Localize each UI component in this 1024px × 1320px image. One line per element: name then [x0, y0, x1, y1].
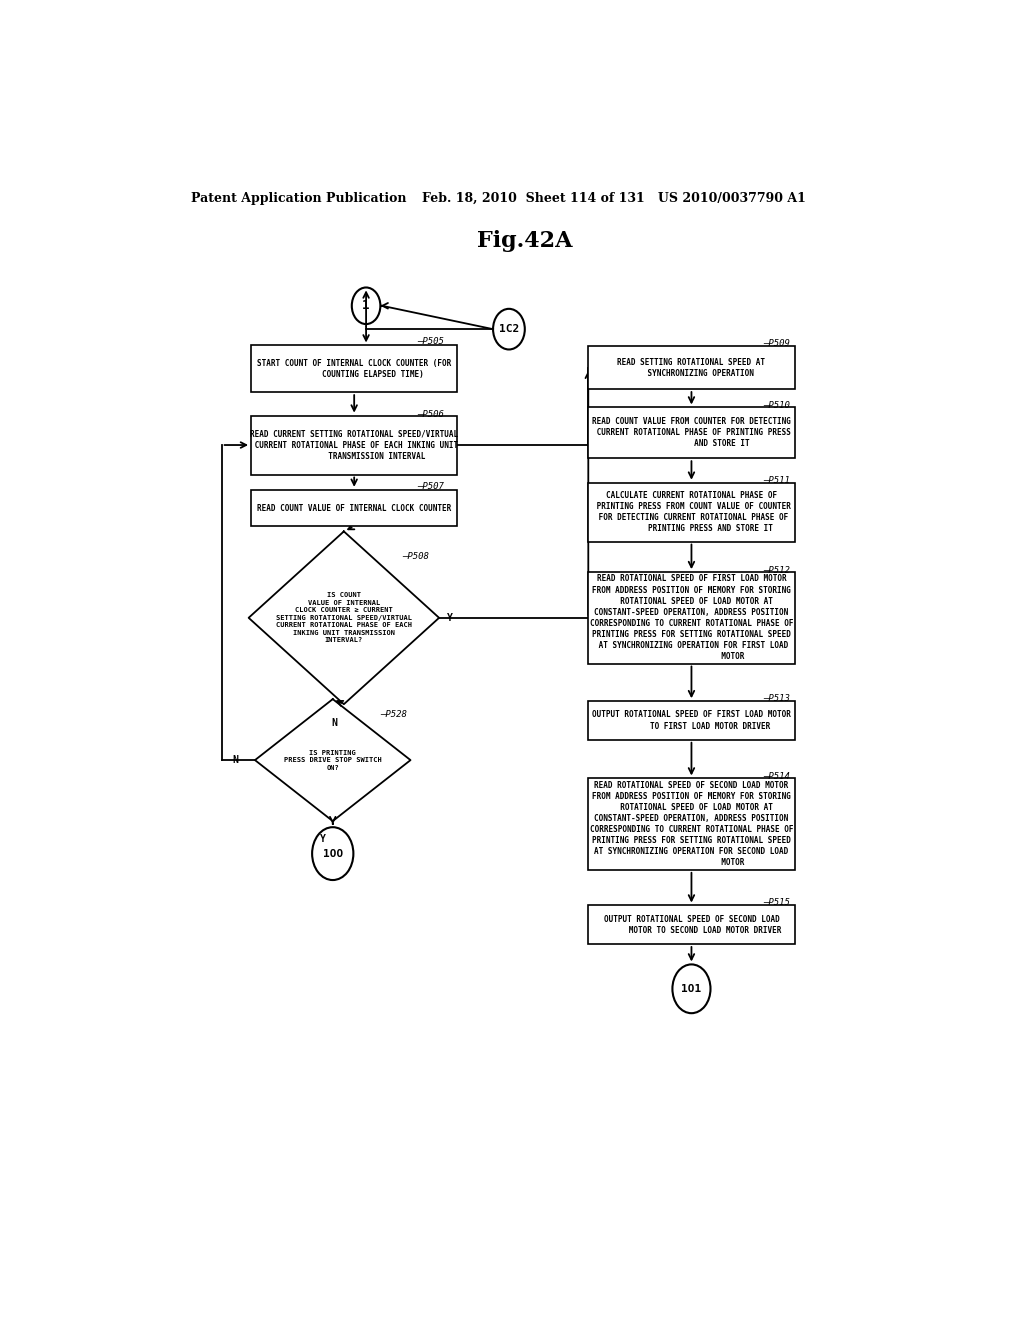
FancyBboxPatch shape: [588, 572, 795, 664]
Text: READ CURRENT SETTING ROTATIONAL SPEED/VIRTUAL
 CURRENT ROTATIONAL PHASE OF EACH : READ CURRENT SETTING ROTATIONAL SPEED/VI…: [250, 429, 458, 461]
Text: OUTPUT ROTATIONAL SPEED OF FIRST LOAD MOTOR
        TO FIRST LOAD MOTOR DRIVER: OUTPUT ROTATIONAL SPEED OF FIRST LOAD MO…: [592, 710, 791, 730]
Text: —P512: —P512: [763, 565, 790, 574]
Text: 1OO: 1OO: [323, 849, 343, 858]
Text: IS PRINTING
PRESS DRIVE STOP SWITCH
ON?: IS PRINTING PRESS DRIVE STOP SWITCH ON?: [284, 750, 382, 771]
Text: —P507: —P507: [418, 482, 444, 491]
Text: Fig.42A: Fig.42A: [477, 230, 572, 252]
Text: Y: Y: [447, 612, 453, 623]
FancyBboxPatch shape: [588, 701, 795, 739]
Text: N: N: [232, 755, 238, 766]
Text: —P513: —P513: [763, 693, 790, 702]
Text: READ COUNT VALUE FROM COUNTER FOR DETECTING
 CURRENT ROTATIONAL PHASE OF PRINTIN: READ COUNT VALUE FROM COUNTER FOR DETECT…: [592, 417, 791, 449]
Text: IS COUNT
VALUE OF INTERNAL
CLOCK COUNTER ≥ CURRENT
SETTING ROTATIONAL SPEED/VIRT: IS COUNT VALUE OF INTERNAL CLOCK COUNTER…: [275, 593, 412, 643]
Text: 1: 1: [362, 300, 370, 313]
Text: N: N: [332, 718, 337, 727]
Text: START COUNT OF INTERNAL CLOCK COUNTER (FOR
        COUNTING ELAPSED TIME): START COUNT OF INTERNAL CLOCK COUNTER (F…: [257, 359, 452, 379]
FancyBboxPatch shape: [588, 408, 795, 458]
Text: —P528: —P528: [380, 710, 408, 719]
Text: —P510: —P510: [763, 401, 790, 411]
FancyBboxPatch shape: [588, 906, 795, 944]
Text: Feb. 18, 2010  Sheet 114 of 131   US 2010/0037790 A1: Feb. 18, 2010 Sheet 114 of 131 US 2010/0…: [422, 191, 806, 205]
FancyBboxPatch shape: [588, 346, 795, 389]
Text: READ COUNT VALUE OF INTERNAL CLOCK COUNTER: READ COUNT VALUE OF INTERNAL CLOCK COUNT…: [257, 503, 452, 512]
Text: —P509: —P509: [763, 339, 790, 348]
Text: CALCULATE CURRENT ROTATIONAL PHASE OF
 PRINTING PRESS FROM COUNT VALUE OF COUNTE: CALCULATE CURRENT ROTATIONAL PHASE OF PR…: [592, 491, 791, 533]
Text: OUTPUT ROTATIONAL SPEED OF SECOND LOAD
      MOTOR TO SECOND LOAD MOTOR DRIVER: OUTPUT ROTATIONAL SPEED OF SECOND LOAD M…: [601, 915, 781, 935]
Text: —P514: —P514: [763, 772, 790, 781]
Text: —P508: —P508: [401, 552, 429, 561]
Text: Patent Application Publication: Patent Application Publication: [191, 191, 407, 205]
FancyBboxPatch shape: [251, 490, 458, 527]
Text: 1O1: 1O1: [681, 983, 701, 994]
Text: —P506: —P506: [418, 411, 444, 418]
FancyBboxPatch shape: [251, 416, 458, 474]
Text: READ SETTING ROTATIONAL SPEED AT
    SYNCHRONIZING OPERATION: READ SETTING ROTATIONAL SPEED AT SYNCHRO…: [617, 358, 766, 378]
Text: —P505: —P505: [418, 337, 444, 346]
Text: Y: Y: [321, 834, 327, 845]
Text: —P511: —P511: [763, 477, 790, 484]
Text: READ ROTATIONAL SPEED OF SECOND LOAD MOTOR
FROM ADDRESS POSITION OF MEMORY FOR S: READ ROTATIONAL SPEED OF SECOND LOAD MOT…: [590, 781, 794, 867]
Text: READ ROTATIONAL SPEED OF FIRST LOAD MOTOR
FROM ADDRESS POSITION OF MEMORY FOR ST: READ ROTATIONAL SPEED OF FIRST LOAD MOTO…: [590, 574, 794, 661]
FancyBboxPatch shape: [588, 483, 795, 541]
FancyBboxPatch shape: [251, 346, 458, 392]
Text: —P515: —P515: [763, 898, 790, 907]
FancyBboxPatch shape: [588, 779, 795, 870]
Text: 1C2: 1C2: [499, 325, 519, 334]
